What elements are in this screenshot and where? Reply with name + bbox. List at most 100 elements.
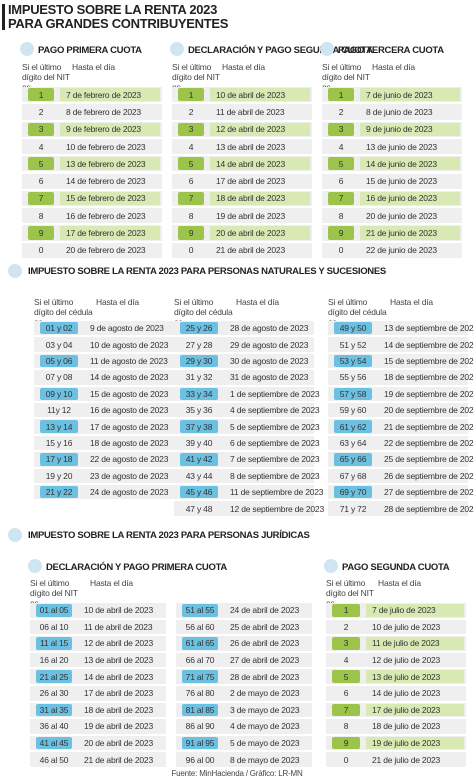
- footer: Fuente: MinHacienda / Gráfico: LR-MN: [171, 769, 303, 778]
- row-key: 53 y 54: [334, 354, 372, 368]
- row-key: 2: [188, 106, 194, 117]
- table-row: [322, 173, 462, 189]
- row-date: 10 de abril de 2023: [210, 88, 310, 102]
- row-key: 26 al 30: [39, 688, 69, 699]
- row-key: 21 y 22: [40, 486, 78, 499]
- table-row: [30, 752, 166, 767]
- table-row: [22, 208, 162, 224]
- table-row: [328, 435, 468, 451]
- row-key: 6: [188, 176, 194, 187]
- row-date: 9 de junio de 2023: [360, 122, 460, 136]
- row-key: 7: [328, 191, 354, 206]
- row-key: 17 y 18: [40, 453, 78, 466]
- table-row: [30, 652, 166, 668]
- row-key: 4: [38, 141, 44, 152]
- row-key: 69 y 70: [334, 486, 372, 499]
- row-key: 16 al 20: [39, 655, 69, 666]
- row-key: 5: [28, 157, 54, 171]
- row-key: 1: [178, 88, 204, 102]
- row-date: 14 de abril de 2023: [210, 157, 310, 171]
- column-header: Hasta el día: [72, 62, 115, 72]
- table-row: [172, 208, 312, 224]
- row-date: 13 de julio de 2023: [366, 670, 464, 683]
- row-key: 6: [338, 176, 344, 187]
- row-key: 1: [328, 88, 354, 102]
- row-key: 3: [328, 122, 354, 136]
- row-date: 17 de abril de 2023: [216, 176, 285, 187]
- table-row: [34, 370, 174, 385]
- row-key: 8: [343, 721, 349, 732]
- table-row: [328, 403, 468, 418]
- row-date: 21 de abril de 2023: [216, 245, 285, 256]
- row-date: 24 de abril de 2023: [230, 605, 299, 616]
- row-date: 21 de julio de 2023: [372, 754, 441, 765]
- table-row: [322, 104, 462, 120]
- title-bar: [2, 4, 5, 30]
- row-key: 41 y 42: [180, 453, 218, 466]
- table-row: [322, 242, 462, 258]
- row-key: 21 al 25: [36, 670, 72, 683]
- row-key: 67 y 68: [339, 470, 367, 481]
- row-date: 4 de mayo de 2023: [230, 721, 300, 732]
- row-date: 14 de septiembre de 2023: [384, 339, 474, 350]
- row-date: 15 de septiembre de 2023: [384, 355, 474, 366]
- column-header: Hasta el día: [236, 297, 279, 307]
- row-date: 28 de agosto de 2023: [230, 323, 309, 334]
- row-date: 11 de julio de 2023: [366, 637, 464, 650]
- row-key: 15 y 16: [45, 437, 73, 448]
- row-key: 31 y 32: [185, 372, 213, 383]
- row-key: 56 al 60: [185, 621, 215, 632]
- table-row: [172, 173, 312, 189]
- table-icon: [28, 559, 42, 573]
- row-key: 1: [28, 88, 54, 102]
- row-date: 24 de agosto de 2023: [90, 487, 169, 498]
- table-row: [176, 719, 312, 734]
- column-header: Hasta el día: [378, 578, 421, 588]
- row-key: 0: [343, 754, 349, 765]
- row-date: 5 de septiembre de 2023: [230, 421, 320, 432]
- row-date: 12 de abril de 2023: [84, 638, 153, 649]
- row-key: 9: [28, 226, 54, 240]
- row-date: 30 de agosto de 2023: [230, 355, 309, 366]
- row-key: 51 al 55: [182, 604, 218, 617]
- row-key: 5: [178, 157, 204, 171]
- table-title: DECLARACIÓN Y PAGO PRIMERA CUOTA: [46, 562, 227, 573]
- row-date: 15 de febrero de 2023: [60, 191, 160, 206]
- row-date: 31 de agosto de 2023: [230, 372, 309, 383]
- row-key: 76 al 80: [185, 688, 215, 699]
- table-row: [30, 719, 166, 734]
- row-key: 8: [338, 210, 344, 221]
- table-row: [326, 752, 466, 767]
- row-date: 13 de abril de 2023: [84, 655, 153, 666]
- row-key: 09 y 10: [40, 387, 78, 400]
- row-key: 3: [178, 122, 204, 136]
- table-title: PAGO PRIMERA CUOTA: [38, 45, 142, 56]
- table-icon: [170, 42, 184, 56]
- table-row: [22, 104, 162, 120]
- row-date: 13 de junio de 2023: [366, 141, 437, 152]
- row-key: 7: [28, 191, 54, 206]
- row-key: 71 y 72: [339, 503, 367, 514]
- table-icon: [324, 559, 338, 573]
- table-row: [34, 337, 174, 352]
- table-icon: [20, 42, 34, 56]
- row-key: 63 y 64: [339, 437, 367, 448]
- table-row: [328, 337, 468, 352]
- row-date: 2 de mayo de 2023: [230, 688, 300, 699]
- row-date: 17 de abril de 2023: [84, 688, 153, 699]
- table-row: [322, 208, 462, 224]
- table-row: [328, 468, 468, 483]
- row-date: 20 de abril de 2023: [210, 226, 310, 240]
- row-key: 05 y 06: [40, 354, 78, 368]
- table-row: [22, 173, 162, 189]
- table-row: [22, 138, 162, 155]
- row-key: 59 y 60: [339, 405, 367, 416]
- row-key: 7: [332, 703, 360, 717]
- row-key: 55 y 56: [339, 372, 367, 383]
- row-date: 16 de junio de 2023: [360, 191, 460, 206]
- row-date: 18 de abril de 2023: [210, 191, 310, 206]
- row-date: 27 de septiembre de 2023: [384, 487, 474, 498]
- row-date: 8 de mayo de 2023: [230, 754, 300, 765]
- table-row: [326, 652, 466, 668]
- row-key: 5: [328, 157, 354, 171]
